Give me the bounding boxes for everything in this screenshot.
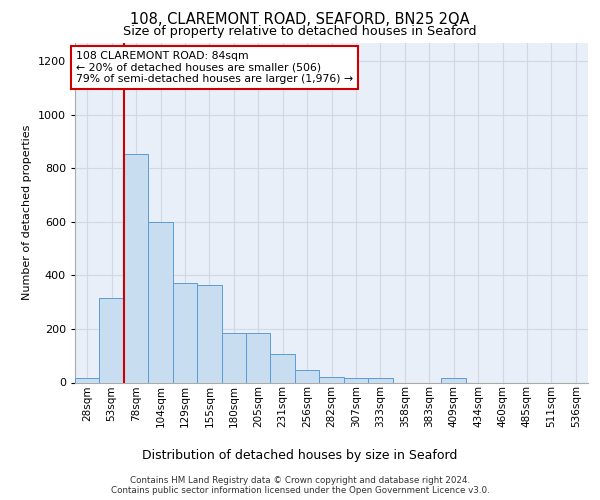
Text: Contains HM Land Registry data © Crown copyright and database right 2024.
Contai: Contains HM Land Registry data © Crown c…: [110, 476, 490, 495]
Text: Size of property relative to detached houses in Seaford: Size of property relative to detached ho…: [123, 25, 477, 38]
Bar: [368, 378, 392, 382]
Bar: [173, 284, 197, 382]
Text: 108 CLAREMONT ROAD: 84sqm
← 20% of detached houses are smaller (506)
79% of semi: 108 CLAREMONT ROAD: 84sqm ← 20% of detac…: [76, 51, 353, 84]
Bar: [246, 333, 271, 382]
Text: 108, CLAREMONT ROAD, SEAFORD, BN25 2QA: 108, CLAREMONT ROAD, SEAFORD, BN25 2QA: [130, 12, 470, 28]
Bar: [197, 285, 221, 382]
Bar: [295, 370, 319, 382]
Bar: [221, 333, 246, 382]
Bar: [319, 377, 344, 382]
Text: Distribution of detached houses by size in Seaford: Distribution of detached houses by size …: [142, 450, 458, 462]
Bar: [124, 154, 148, 382]
Y-axis label: Number of detached properties: Number of detached properties: [22, 125, 32, 300]
Bar: [100, 298, 124, 382]
Bar: [75, 378, 100, 382]
Bar: [271, 354, 295, 382]
Bar: [344, 378, 368, 382]
Bar: [442, 378, 466, 382]
Bar: [148, 222, 173, 382]
